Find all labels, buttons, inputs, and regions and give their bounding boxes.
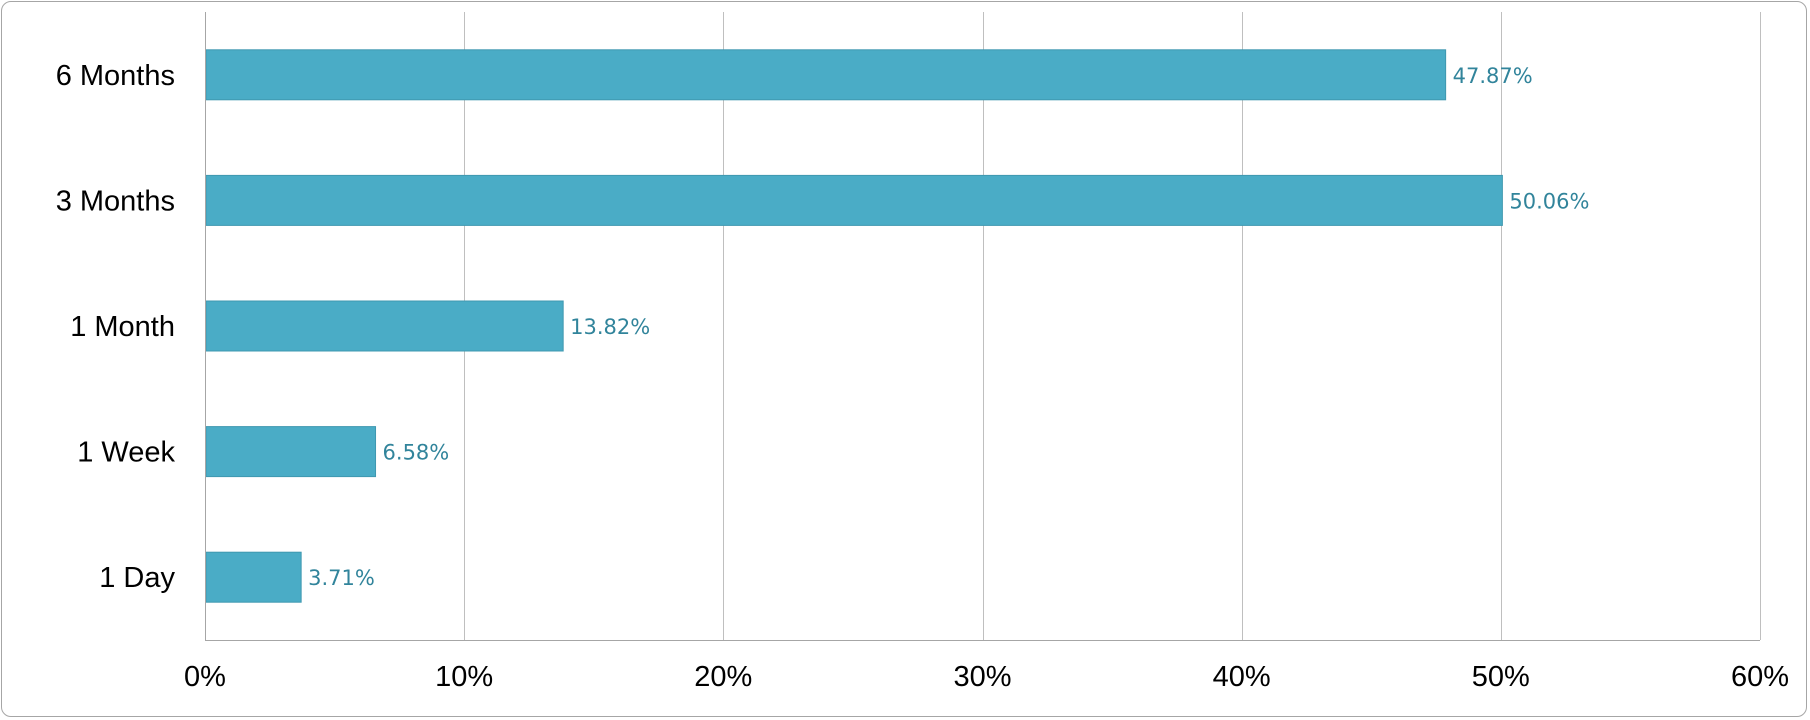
category-label: 1 Week	[77, 437, 175, 469]
bar-3-months	[205, 174, 1503, 226]
value-label: 47.87%	[1453, 64, 1533, 88]
labels: 0% 10% 20% 30% 40% 50% 60% 3.71% 1 Day 6.58% 1 Wee…	[56, 60, 1789, 693]
bars	[205, 49, 1503, 603]
x-tick-label: 30%	[953, 661, 1011, 693]
bar-1-week	[205, 426, 377, 478]
category-label: 6 Months	[56, 60, 175, 92]
value-label: 6.58%	[383, 441, 450, 465]
category-label: 3 Months	[56, 185, 175, 217]
bar-6-months	[205, 49, 1447, 101]
x-tick-label: 20%	[694, 661, 752, 693]
bar-1-day	[205, 551, 302, 603]
x-tick-label: 10%	[435, 661, 493, 693]
grid-lines	[464, 12, 1761, 640]
value-label: 13.82%	[570, 315, 650, 339]
category-label: 1 Day	[99, 562, 175, 594]
bar-1-month	[205, 300, 564, 352]
x-tick-label: 50%	[1472, 661, 1530, 693]
x-tick-label: 60%	[1731, 661, 1789, 693]
axes	[205, 12, 1760, 641]
value-label: 50.06%	[1509, 189, 1589, 213]
x-tick-label: 40%	[1213, 661, 1271, 693]
x-tick-label: 0%	[184, 661, 226, 693]
category-label: 1 Month	[70, 311, 175, 343]
value-label: 3.71%	[308, 566, 375, 590]
